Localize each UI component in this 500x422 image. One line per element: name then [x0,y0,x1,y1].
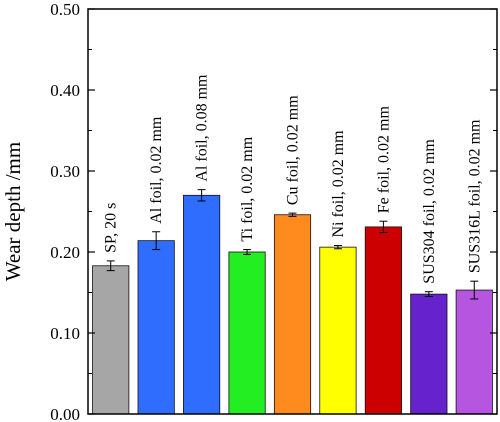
bar-labels-layer: SP, 20 s Al foil, 0.02 mm Al foil, 0.08 mm… [103,74,484,284]
bar [319,246,357,415]
y-tick-label: 0.00 [50,405,80,422]
y-tick-label: 0.30 [50,162,80,181]
bar-category-label: Al foil, 0.08 mm [194,74,211,182]
bar-category-label: SUS304 foil, 0.02 mm [421,139,438,284]
bar-category-label: Ni foil, 0.02 mm [330,130,347,238]
bar [364,226,402,415]
bar-category-label: Cu foil, 0.02 mm [285,95,302,205]
bar [92,265,130,415]
bar-category-label: Al foil, 0.02 mm [148,116,165,224]
y-tick-label: 0.10 [50,324,80,343]
bars-layer [92,189,493,415]
bar-category-label: Fe foil, 0.02 mm [375,106,392,214]
bar [183,194,221,415]
y-axis-title: Wear depth /mm [1,142,25,281]
bar [410,293,448,415]
bar [137,240,175,415]
y-tick-label: 0.50 [50,0,80,19]
bar [273,214,312,415]
bar-category-label: Ti foil, 0.02 mm [239,136,256,241]
y-tick-label: 0.20 [50,243,80,262]
bar-category-label: SUS316L foil, 0.02 mm [466,119,483,273]
bar [228,251,266,415]
bar [455,289,493,415]
bar-category-label: SP, 20 s [103,203,120,253]
y-ticks-layer: 0.00 0.10 0.20 0.30 0.40 0.50 [50,0,497,422]
y-tick-label: 0.40 [50,81,80,100]
